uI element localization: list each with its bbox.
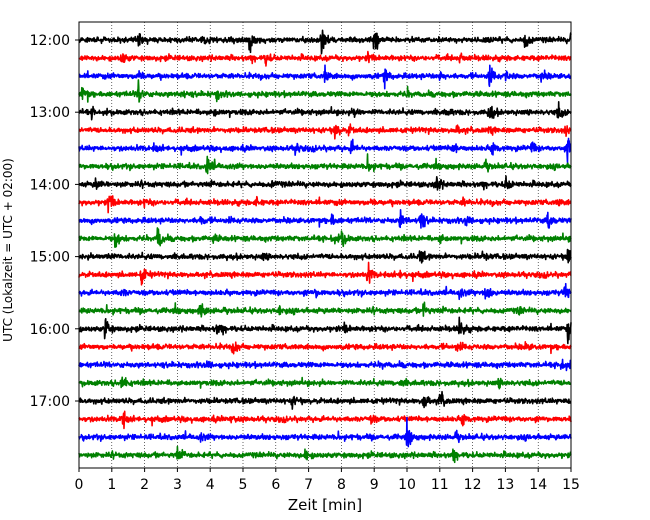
x-axis-ticks: 0 1 2 3 4 5 6 7 8 9 10 11 12 13 14 15	[75, 468, 580, 493]
y-tick-label: 15:00	[30, 250, 70, 266]
trace-1230	[78, 64, 572, 90]
x-tick-label: 15	[562, 477, 580, 493]
x-tick-label: 13	[496, 477, 514, 493]
grid-lines	[111, 22, 539, 468]
trace-1415	[78, 195, 572, 214]
trace-1615	[78, 341, 572, 355]
trace-1330	[78, 137, 572, 164]
trace-1730	[78, 416, 572, 448]
trace-1515	[78, 261, 572, 286]
y-axis-ticks: 12:00 13:00 14:00 15:00 16:00 17:00	[30, 33, 79, 410]
trace-1300	[78, 101, 572, 121]
trace-1345	[78, 153, 572, 175]
x-tick-label: 6	[271, 477, 280, 493]
x-tick-label: 7	[304, 477, 313, 493]
x-axis-label: Zeit [min]	[288, 496, 362, 514]
x-tick-label: 2	[140, 477, 149, 493]
trace-1630	[78, 358, 572, 372]
y-tick-label: 14:00	[30, 177, 70, 193]
x-tick-label: 12	[464, 477, 482, 493]
x-tick-label: 1	[107, 477, 116, 493]
x-tick-label: 9	[370, 477, 379, 493]
trace-1545	[78, 301, 572, 318]
x-tick-label: 10	[398, 477, 416, 493]
trace-1745	[78, 445, 572, 464]
trace-1400	[78, 175, 572, 191]
trace-1430	[78, 208, 572, 229]
y-tick-label: 13:00	[30, 105, 70, 121]
trace-1645	[78, 376, 572, 390]
y-axis-label: UTC (Lokalzeit = UTC + 02:00)	[1, 158, 15, 342]
trace-1700	[78, 390, 572, 410]
x-tick-label: 0	[75, 477, 84, 493]
trace-1245	[78, 79, 572, 103]
trace-1600	[78, 316, 572, 345]
trace-1215	[78, 50, 572, 67]
trace-1715	[78, 410, 572, 430]
trace-1315	[78, 123, 572, 140]
x-tick-label: 4	[206, 477, 215, 493]
trace-1530	[78, 282, 572, 301]
y-tick-label: 16:00	[30, 322, 70, 338]
trace-1500	[78, 248, 572, 264]
x-tick-label: 3	[173, 477, 182, 493]
x-tick-label: 5	[239, 477, 248, 493]
trace-1200	[78, 29, 572, 55]
x-tick-label: 8	[337, 477, 346, 493]
trace-lines	[78, 29, 572, 464]
y-tick-label: 17:00	[30, 394, 70, 410]
x-tick-label: 14	[529, 477, 547, 493]
y-tick-label: 12:00	[30, 33, 70, 49]
x-tick-label: 11	[431, 477, 449, 493]
plot-frame	[78, 21, 572, 469]
trace-1445	[78, 227, 572, 248]
